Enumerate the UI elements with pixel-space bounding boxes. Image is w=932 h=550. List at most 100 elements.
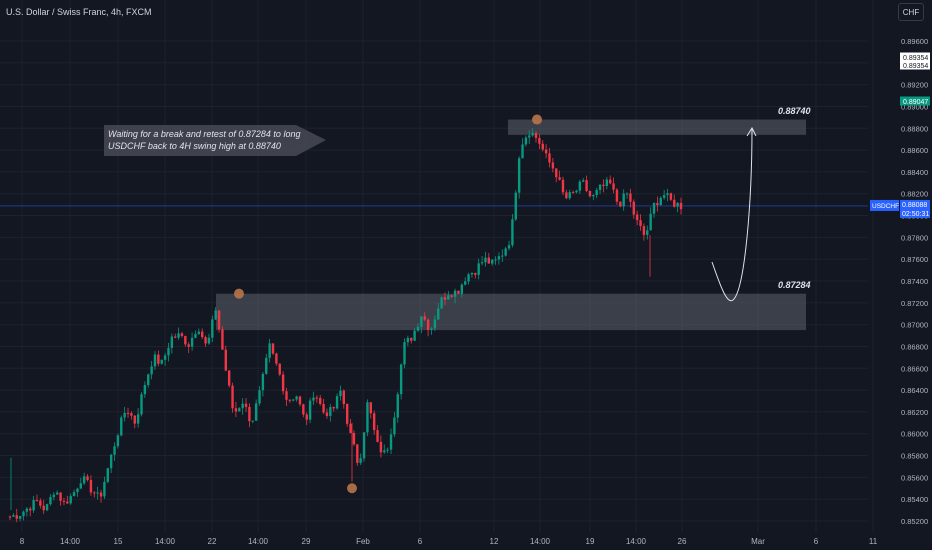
candle-body (39, 500, 42, 506)
candle-body (608, 179, 612, 184)
candle-body (575, 190, 578, 193)
candle-body (450, 295, 453, 297)
annotation-box (104, 125, 326, 156)
x-tick-label: Mar (751, 537, 765, 546)
candle-body (113, 446, 116, 455)
candle-body (632, 201, 635, 215)
candle-body (329, 407, 332, 416)
candle-body (383, 450, 386, 453)
candle-body (184, 335, 187, 345)
candle-body (200, 331, 204, 338)
candle-body (140, 394, 143, 415)
price-tag-label: 0.89354 (903, 55, 928, 62)
candle-body (356, 444, 359, 463)
candle-body (312, 397, 315, 401)
price-tag (900, 60, 930, 70)
candle-body (281, 374, 285, 392)
chart-title: U.S. Dollar / Swiss Franc, 4h, FXCM (6, 7, 152, 17)
candle-body (241, 403, 244, 409)
candle-body (379, 441, 383, 453)
candle-body (517, 158, 521, 193)
candle-body (49, 497, 52, 505)
candle-body (99, 492, 103, 497)
candle-body (588, 190, 592, 197)
candle-body (42, 505, 45, 511)
candle-body (295, 396, 298, 400)
candle-body (649, 213, 652, 231)
candle-body (35, 500, 39, 502)
resistance-zone (508, 119, 806, 135)
candle-body (480, 262, 484, 264)
candle-body (625, 193, 629, 195)
candle-body (163, 355, 167, 360)
candle-body (453, 290, 457, 297)
annotation-callout[interactable]: Waiting for a break and retest of 0.8728… (104, 125, 326, 156)
candle-body (123, 412, 126, 418)
time-axis[interactable]: 8 14:00 15 14:00 22 14:00 29 Feb 6 12 14:00 19 14:00… (20, 537, 878, 546)
candlestick-series (8, 128, 683, 523)
candle-body (639, 220, 642, 227)
symbol-tag-label: USDCHF (872, 203, 899, 210)
candle-body (359, 458, 362, 463)
candle-body (443, 297, 447, 300)
candle-body (528, 135, 531, 138)
price-axis[interactable]: 0.896000.894000.892000.890000.888000.886… (901, 37, 928, 526)
candle-body (673, 199, 676, 207)
y-tick-label: 0.85200 (901, 517, 928, 526)
candle-body (598, 184, 602, 191)
y-tick-label: 0.86800 (901, 342, 928, 351)
candle-body (29, 508, 32, 511)
candle-body (484, 257, 487, 263)
candle-body (679, 202, 683, 210)
candle-body (167, 347, 170, 356)
candle-body (93, 492, 96, 494)
y-tick-label: 0.87600 (901, 255, 928, 264)
candle-body (25, 508, 29, 512)
candle-body (642, 226, 646, 235)
x-tick-label: 14:00 (60, 537, 81, 546)
candle-body (238, 408, 241, 412)
swing-marker-icon (532, 114, 542, 125)
candle-body (389, 434, 393, 450)
candle-body (244, 403, 248, 407)
candle-body (18, 516, 22, 519)
candle-body (507, 245, 511, 249)
candle-body (490, 259, 494, 264)
candle-body (170, 336, 174, 348)
candle-body (106, 468, 109, 482)
y-tick-label: 0.85400 (901, 495, 928, 504)
candle-body (646, 230, 649, 235)
candle-body (666, 193, 669, 196)
candle-body (582, 180, 585, 182)
candle-body (315, 397, 319, 399)
candle-body (339, 390, 342, 397)
swing-marker-icon (234, 288, 244, 299)
candle-body (325, 412, 329, 416)
candle-body (349, 423, 352, 433)
candle-body (467, 274, 470, 282)
candle-body (477, 263, 480, 275)
currency-button[interactable]: CHF (898, 3, 924, 21)
y-tick-label: 0.86000 (901, 430, 928, 439)
candle-body (136, 414, 140, 424)
candle-body (302, 404, 305, 415)
candle-body (224, 349, 227, 371)
candle-body (271, 343, 275, 354)
candle-body (194, 333, 197, 338)
price-tag (900, 52, 930, 62)
candle-body (248, 406, 251, 422)
candle-body (544, 149, 548, 154)
candle-body (652, 202, 656, 214)
candle-body (207, 337, 211, 344)
candle-body (308, 400, 312, 420)
candle-body (45, 504, 49, 511)
candle-body (305, 414, 308, 420)
candle-body (32, 500, 35, 511)
candle-body (433, 319, 437, 329)
candle-body (150, 366, 153, 375)
y-tick-label: 0.89000 (901, 102, 928, 111)
candle-body (602, 184, 605, 187)
candle-body (265, 357, 268, 374)
candle-body (227, 370, 231, 386)
